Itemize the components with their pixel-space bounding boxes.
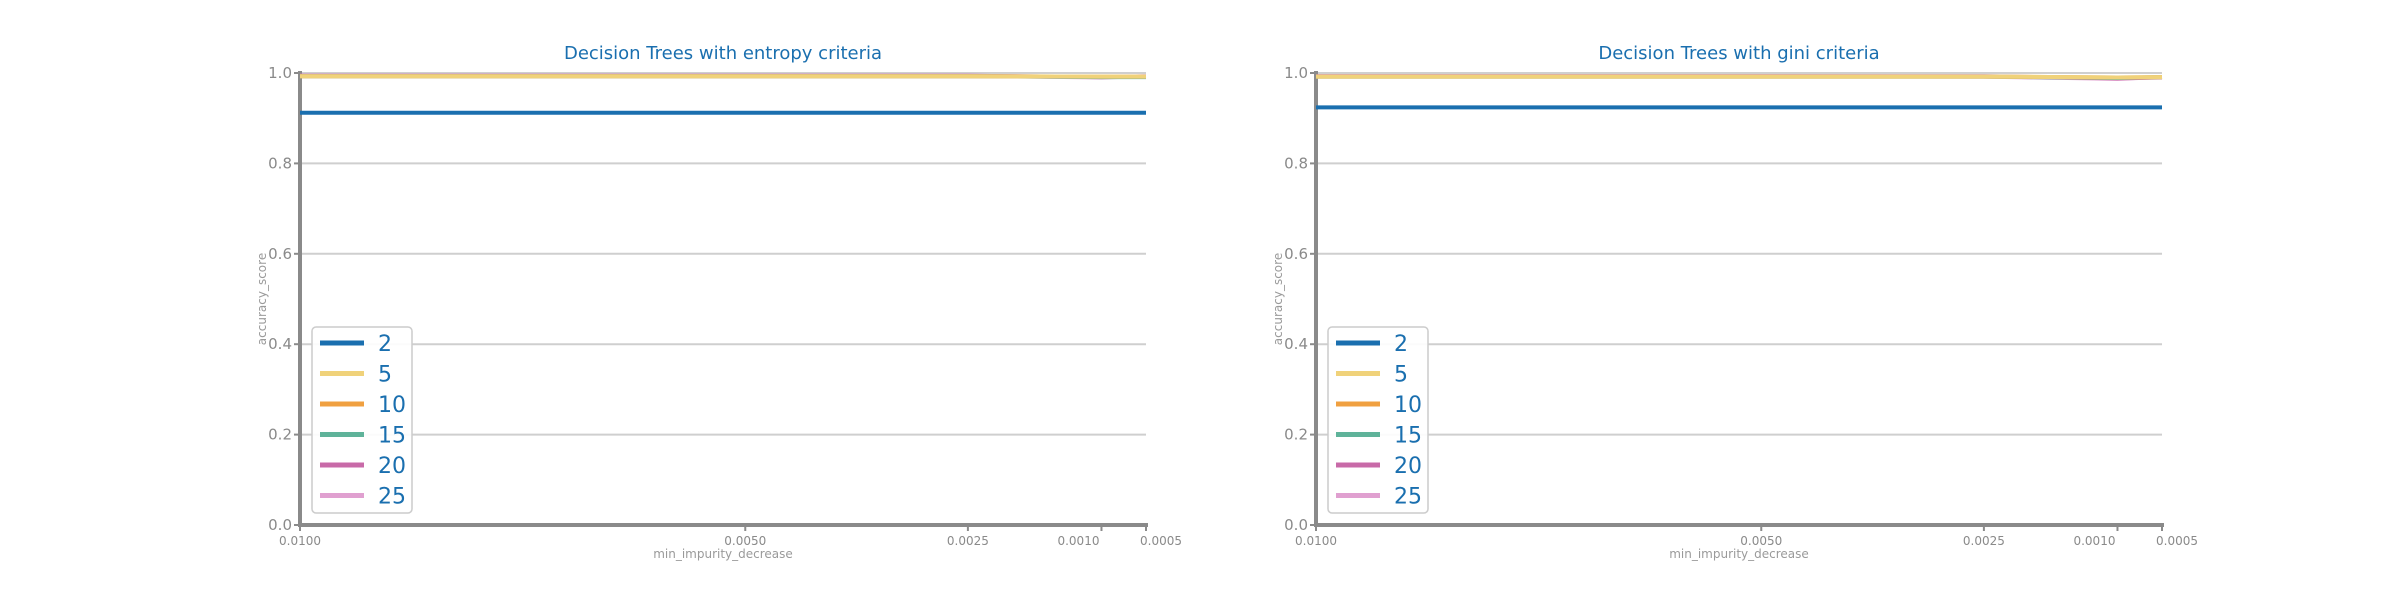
y-tick-label: 1.0 [1284, 64, 1308, 82]
y-tick-label: 0.8 [1284, 154, 1308, 172]
y-tick-label: 0.8 [268, 154, 292, 172]
x-tick-label: 0.0100 [1295, 534, 1337, 548]
legend-label-25: 25 [378, 485, 406, 510]
y-tick-label: 0.2 [1284, 426, 1308, 444]
y-tick-label: 0.0 [1284, 516, 1308, 534]
series-line-5 [1316, 74, 2163, 80]
x-tick-label: 0.0025 [1963, 534, 2005, 548]
x-tick-label: 0.0100 [279, 534, 321, 548]
y-tick-label: 0.2 [268, 426, 292, 444]
x-tick-label: 0.0025 [947, 534, 989, 548]
chart-title: Decision Trees with gini criteria [1598, 43, 1879, 64]
gini-chart-panel: 0.0 0.2 0.4 0.6 0.8 1.0 0.0100 0.0050 0.0025 0.00… [1271, 43, 2198, 561]
legend-label-10: 10 [378, 393, 406, 418]
y-tick-label: 0.4 [268, 335, 292, 353]
y-tick-label: 0.6 [1284, 245, 1308, 263]
x-tick-label: 0.0010 [1057, 534, 1099, 548]
x-tick-label: 0.0050 [1740, 534, 1782, 548]
entropy-chart-panel: 0.0 0.2 0.4 0.6 0.8 1.0 0.0100 0.0050 0.0025 0.00… [255, 43, 1182, 561]
x-tick-label: 0.0005 [2156, 534, 2198, 548]
chart-title: Decision Trees with entropy criteria [564, 43, 882, 64]
legend-label-15: 15 [1394, 424, 1422, 449]
y-tick-label: 0.6 [268, 245, 292, 263]
x-axis-label: min_impurity_decrease [653, 547, 793, 561]
legend-label-5: 5 [378, 363, 392, 388]
legend-label-10: 10 [1394, 393, 1422, 418]
legend-label-20: 20 [378, 454, 406, 479]
x-tick-label: 0.0050 [724, 534, 766, 548]
y-tick-label: 0.4 [1284, 335, 1308, 353]
x-tick-label: 0.0005 [1140, 534, 1182, 548]
legend-label-2: 2 [1394, 332, 1408, 357]
legend-label-5: 5 [1394, 363, 1408, 388]
legend-label-20: 20 [1394, 454, 1422, 479]
y-axis-label: accuracy_score [255, 253, 269, 345]
x-tick-label: 0.0010 [2073, 534, 2115, 548]
legend-label-15: 15 [378, 424, 406, 449]
y-tick-label: 1.0 [268, 64, 292, 82]
y-axis-label: accuracy_score [1271, 253, 1285, 345]
y-tick-label: 0.0 [268, 516, 292, 534]
legend-label-25: 25 [1394, 485, 1422, 510]
x-axis-label: min_impurity_decrease [1669, 547, 1809, 561]
legend-label-2: 2 [378, 332, 392, 357]
